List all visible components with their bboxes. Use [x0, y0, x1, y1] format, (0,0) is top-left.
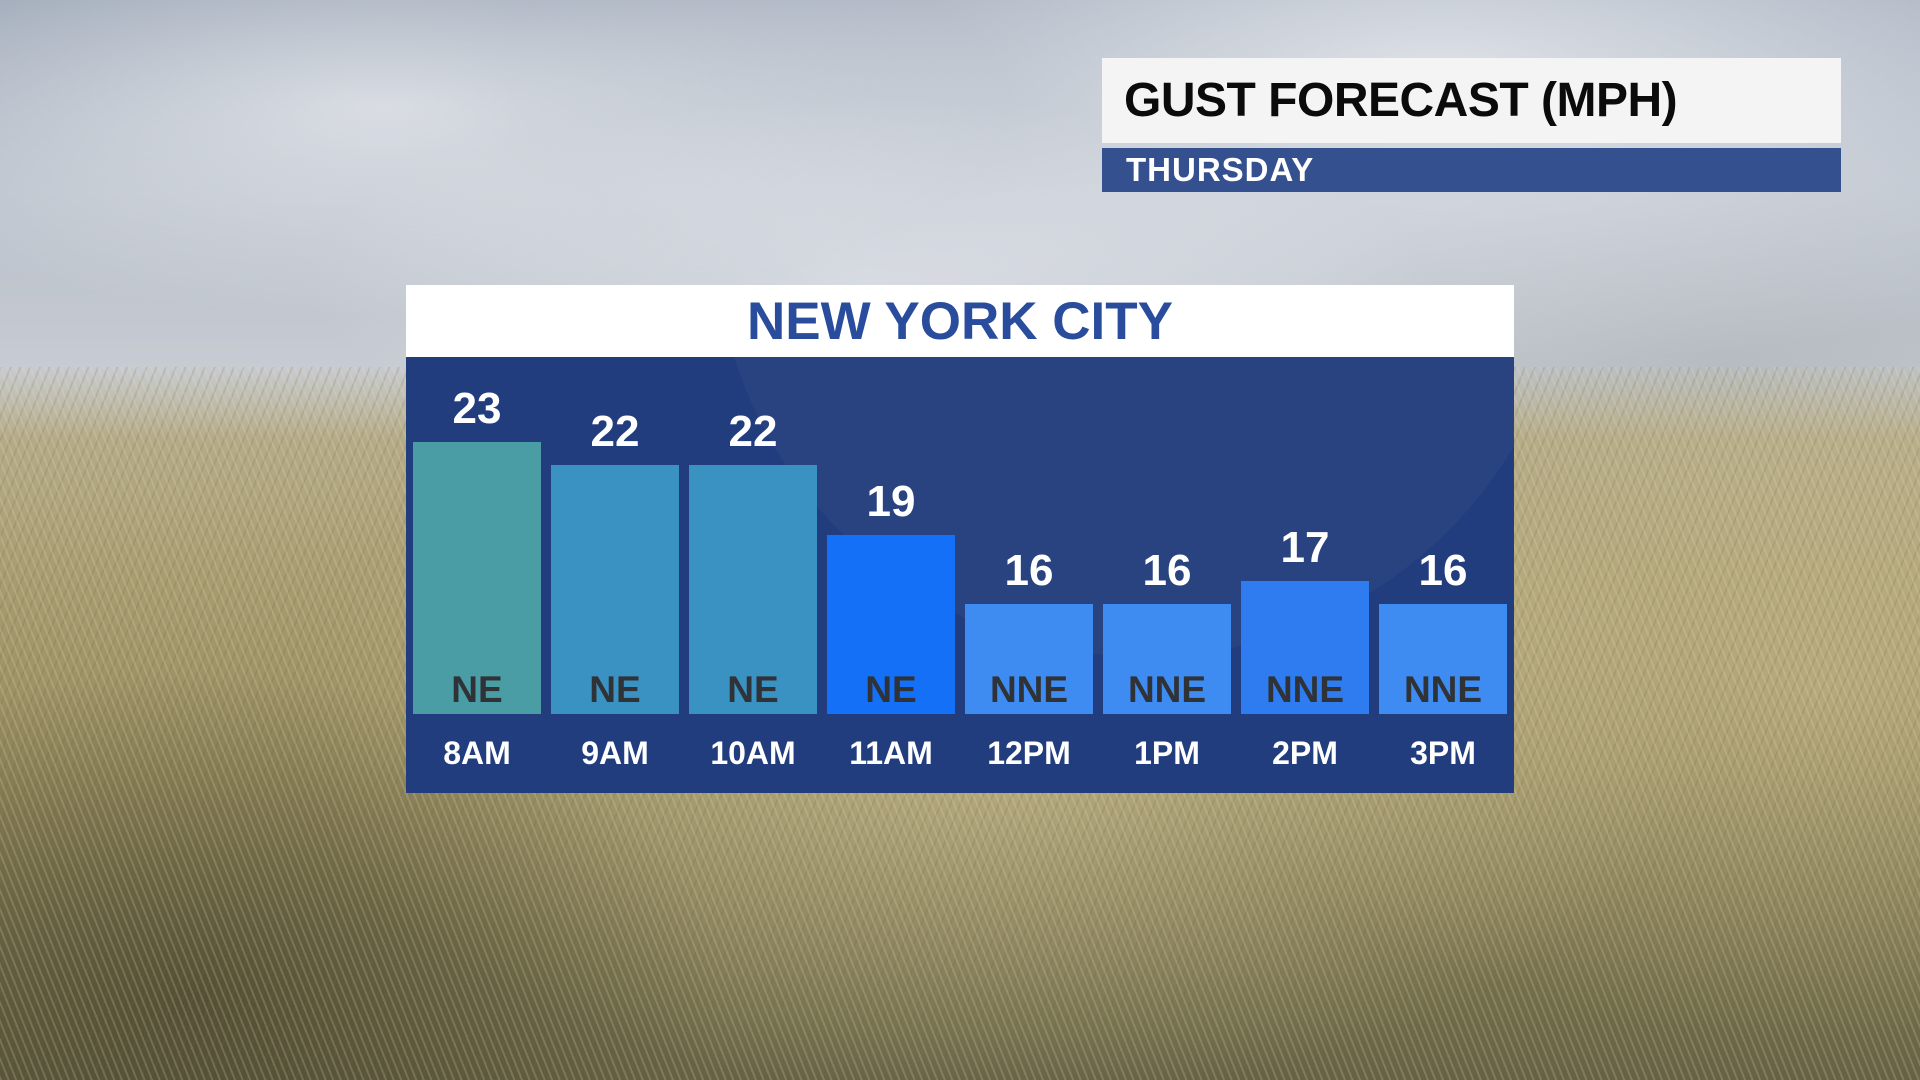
bar-value-label: 19 [866, 477, 916, 526]
gust-bar-chart: 23 NE 22 NE 22 NE 19 NE 16 NNE 16 NNE 17 NNE 16 NNE 8AM… [406, 357, 1514, 793]
bar-value-label: 22 [728, 407, 778, 456]
time-axis: 8AM 9AM 10AM 11AM 12PM 1PM 2PM 3PM [406, 714, 1514, 793]
time-label: 8AM [443, 735, 511, 771]
gust-bar: 19 NE [827, 477, 955, 714]
bar-value-label: 22 [590, 407, 640, 456]
city-title-bar: NEW YORK CITY [406, 285, 1514, 357]
time-label: 3PM [1410, 735, 1476, 771]
time-label: 1PM [1134, 735, 1200, 771]
time-label: 9AM [581, 735, 649, 771]
wind-direction-label: NNE [1265, 669, 1345, 710]
bar-value-label: 23 [452, 384, 502, 433]
bar-value-label: 16 [1418, 546, 1468, 595]
day-banner-label: THURSDAY [1126, 151, 1315, 188]
gust-forecast-header: GUST FORECAST (MPH) [1102, 58, 1841, 143]
bar-value-label: 17 [1280, 523, 1330, 572]
wind-direction-label: NNE [989, 669, 1069, 710]
gust-bar: 22 NE [689, 407, 817, 714]
time-label: 10AM [710, 735, 796, 771]
gust-bar: 22 NE [551, 407, 679, 714]
gust-bar: 16 NNE [965, 546, 1093, 714]
gust-forecast-title: GUST FORECAST (MPH) [1124, 74, 1678, 127]
wind-direction-label: NE [451, 669, 503, 710]
wind-direction-label: NE [589, 669, 641, 710]
gust-bar: 16 NNE [1103, 546, 1231, 714]
gust-bar: 23 NE [413, 384, 541, 714]
bar-value-label: 16 [1004, 546, 1054, 595]
wind-direction-label: NNE [1127, 669, 1207, 710]
day-banner: THURSDAY [1102, 148, 1841, 192]
bar-value-label: 16 [1142, 546, 1192, 595]
wind-direction-label: NE [865, 669, 917, 710]
time-label: 11AM [849, 735, 933, 771]
bars-row: 23 NE 22 NE 22 NE 19 NE 16 NNE 16 NNE 17 NNE 16 NNE [406, 384, 1514, 714]
city-title: NEW YORK CITY [747, 291, 1173, 351]
gust-bar: 16 NNE [1379, 546, 1507, 714]
gust-bar: 17 NNE [1241, 523, 1369, 714]
time-label: 2PM [1272, 735, 1338, 771]
forecast-panel: NEW YORK CITY 23 NE 22 NE 22 NE 19 NE 16 NNE 16 NNE… [406, 285, 1514, 793]
time-label: 12PM [987, 735, 1071, 771]
wind-direction-label: NE [727, 669, 779, 710]
wind-direction-label: NNE [1403, 669, 1483, 710]
